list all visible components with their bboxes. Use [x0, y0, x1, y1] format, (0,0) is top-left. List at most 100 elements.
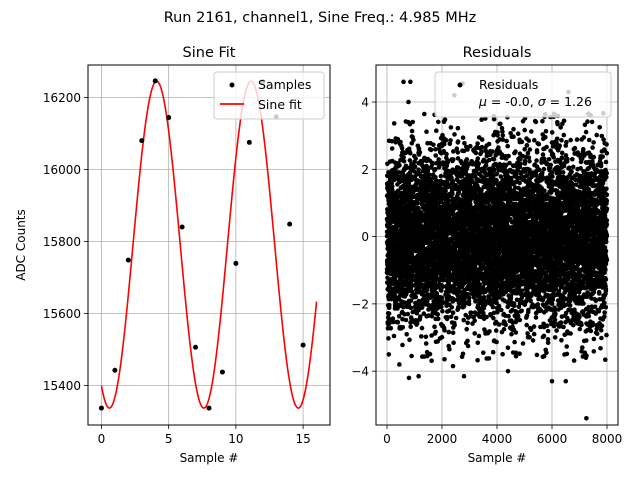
residual-point: [453, 315, 459, 321]
residual-point: [534, 352, 540, 358]
sample-point: [300, 342, 306, 348]
sample-point: [233, 260, 239, 266]
residual-point: [579, 137, 584, 142]
residual-point: [539, 190, 545, 196]
residual-point: [587, 309, 593, 315]
residual-point: [391, 333, 397, 339]
residual-point: [400, 342, 405, 348]
residual-point: [435, 316, 441, 322]
residual-point: [420, 354, 425, 359]
residual-point: [545, 337, 551, 342]
sine-fit-y-tick-label: 16000: [43, 163, 81, 177]
residual-point: [460, 351, 466, 357]
residual-point: [461, 317, 467, 323]
residual-point: [538, 324, 543, 330]
residual-point: [472, 331, 478, 336]
residual-point: [525, 150, 531, 156]
residual-point: [400, 150, 405, 155]
residual-point: [396, 313, 402, 319]
residual-point: [571, 358, 577, 363]
residual-point: [598, 327, 604, 333]
residual-point: [433, 147, 438, 152]
sample-point: [139, 138, 145, 144]
residual-point: [443, 292, 448, 298]
sine-fit-x-tick-label: 15: [295, 432, 310, 446]
residual-point: [505, 193, 510, 199]
residual-point: [486, 356, 492, 361]
residual-point: [567, 303, 573, 308]
sine-fit-x-tick-label: 10: [228, 432, 243, 446]
residual-point: [424, 349, 430, 355]
residual-point: [493, 319, 499, 325]
sine-fit-axes-frame: [87, 64, 331, 426]
sine-fit-panel: Sine Fit 0 5 10 151540015600158001600016200…: [14, 45, 331, 465]
residual-point: [494, 305, 500, 311]
residual-point: [399, 310, 405, 315]
residual-point: [429, 358, 434, 364]
residual-point: [426, 306, 432, 312]
residual-point: [532, 137, 537, 143]
residual-point: [512, 339, 517, 345]
sample-point: [179, 224, 185, 230]
residual-point: [423, 341, 429, 346]
residual-point: [563, 320, 568, 325]
residual-point: [499, 307, 504, 313]
residual-point: [526, 155, 532, 160]
residual-point: [521, 177, 527, 183]
residual-point: [399, 143, 404, 149]
residual-point: [593, 203, 598, 209]
residual-point: [500, 133, 506, 138]
residual-point: [384, 181, 390, 187]
residual-point: [455, 156, 461, 161]
residual-point: [433, 153, 439, 158]
residual-point: [585, 119, 590, 124]
residual-point: [442, 328, 447, 333]
residual-point: [591, 336, 597, 342]
residual-point: [558, 125, 563, 130]
residual-point: [460, 135, 466, 140]
residual-point: [403, 119, 409, 124]
residual-point: [513, 353, 519, 359]
residual-point: [541, 166, 547, 172]
residual-point: [407, 158, 413, 163]
sample-point: [287, 221, 293, 227]
residual-point: [555, 298, 561, 303]
residual-point: [388, 277, 394, 282]
residual-point: [422, 111, 427, 117]
residual-point: [511, 134, 516, 139]
residual-point: [500, 129, 505, 134]
residual-point: [524, 322, 529, 328]
sine-fit-x-tick-label: 0: [98, 432, 106, 446]
residual-point: [574, 137, 580, 142]
residual-point: [517, 351, 522, 357]
sample-point: [152, 78, 158, 84]
residual-point: [596, 289, 602, 295]
residuals-panel: Residuals Residuals μ = -0.0, σ = 1.26 0…: [351, 45, 622, 465]
residual-point: [444, 159, 450, 164]
residual-point: [511, 126, 516, 132]
residual-point: [449, 320, 455, 325]
residual-point: [490, 349, 496, 355]
residual-point: [481, 175, 487, 180]
residual-point: [513, 213, 519, 218]
legend-sine-fit-label: Sine fit: [258, 97, 302, 112]
residual-point: [479, 117, 484, 122]
residual-point: [528, 280, 534, 286]
residual-point: [541, 136, 546, 142]
residual-point: [414, 275, 419, 281]
residual-point: [429, 333, 434, 338]
residual-point: [597, 297, 602, 302]
sine-fit-y-tick-label: 15800: [43, 235, 81, 249]
residual-point: [416, 317, 422, 322]
residual-point: [400, 316, 405, 322]
residuals-data: [384, 79, 610, 421]
residual-point: [590, 145, 595, 150]
residual-point: [410, 134, 415, 140]
residual-point: [577, 326, 583, 332]
residual-point: [481, 350, 486, 356]
residual-point: [574, 172, 580, 177]
residual-point: [426, 302, 431, 308]
residual-point: [525, 331, 530, 336]
residual-point: [602, 310, 607, 315]
residual-point: [586, 137, 592, 143]
